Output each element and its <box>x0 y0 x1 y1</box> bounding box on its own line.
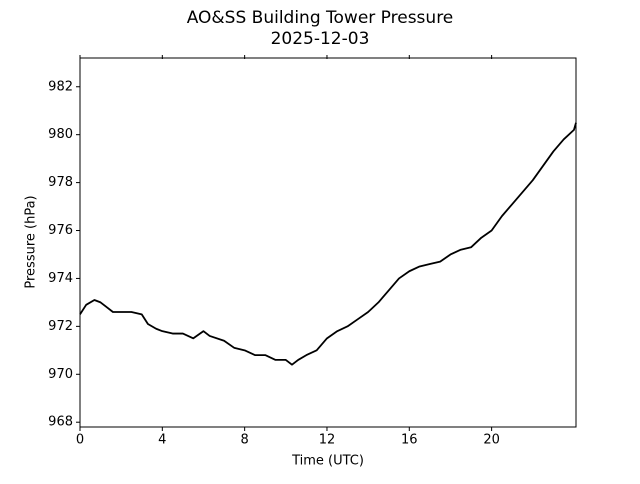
y-axis-label: Pressure (hPa) <box>24 195 39 288</box>
x-tick-label: 4 <box>158 433 166 448</box>
pressure-line <box>79 122 577 366</box>
chart-subtitle: 2025-12-03 <box>271 29 370 49</box>
x-tick-label: 20 <box>483 433 500 448</box>
y-tick-label: 978 <box>48 175 73 190</box>
y-tick-label: 976 <box>48 223 73 238</box>
x-tick-label: 8 <box>241 433 249 448</box>
y-tick-label: 974 <box>48 271 73 286</box>
x-tick-label: 16 <box>401 433 418 448</box>
y-tick-label: 970 <box>48 367 73 382</box>
y-tick-label: 980 <box>48 127 73 142</box>
y-tick-label: 972 <box>48 319 73 334</box>
plot-frame <box>79 57 577 428</box>
x-tick-label: 12 <box>319 433 336 448</box>
y-tick-label: 968 <box>48 415 73 430</box>
x-axis-label: Time (UTC) <box>291 454 364 469</box>
x-tick-label: 0 <box>76 433 84 448</box>
y-tick-label: 982 <box>48 79 73 94</box>
chart-title: AO&SS Building Tower Pressure <box>187 8 454 28</box>
